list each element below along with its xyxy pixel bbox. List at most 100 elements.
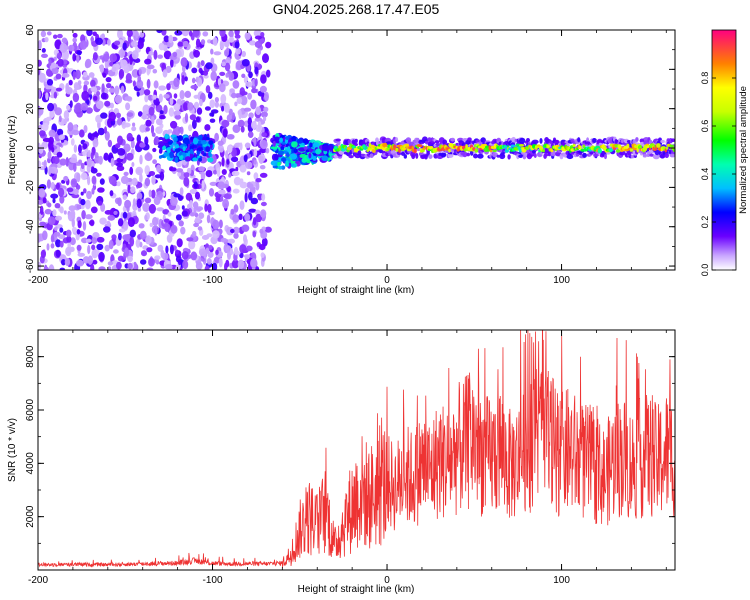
spectrogram-cell — [243, 107, 252, 112]
y-tick-label: 60 — [25, 24, 36, 36]
spectrogram-cell — [56, 52, 62, 60]
spectrogram-cell — [180, 226, 186, 235]
spectrogram-cell — [83, 80, 90, 86]
spectrogram-cell — [165, 245, 169, 254]
spectrogram-cell — [87, 132, 93, 140]
spectrogram-cell — [255, 106, 262, 115]
spectrogram-cell — [589, 151, 594, 155]
spectrogram-cell — [104, 126, 107, 134]
spectrogram-cell — [193, 181, 198, 189]
spectrogram-cell — [76, 172, 81, 183]
spectrogram-cell — [117, 218, 124, 227]
spectrogram-cell — [73, 82, 80, 91]
spectrogram-cell — [173, 93, 178, 99]
spectrogram-cell — [312, 155, 317, 161]
spectrogram-cell — [95, 100, 104, 110]
spectrogram-cell — [55, 239, 62, 248]
spectrogram-cell — [315, 148, 321, 155]
spectrogram-cell — [87, 149, 91, 158]
spectrogram-cell — [43, 159, 47, 169]
spectrogram-cell — [239, 252, 244, 259]
spectrogram-cell — [253, 30, 262, 37]
spectrogram-cell — [139, 241, 143, 248]
spectrogram-cell — [55, 215, 62, 221]
spectrogram-cell — [291, 148, 295, 155]
spectrogram-cell — [76, 204, 82, 210]
spectrogram-cell — [198, 134, 203, 141]
spectrogram-cell — [39, 130, 46, 137]
spectrogram-cell — [47, 202, 52, 208]
spectrogram-cell — [250, 197, 259, 205]
spectrogram-cell — [108, 175, 117, 185]
spectrogram-cell — [642, 153, 647, 158]
spectrogram-cell — [630, 155, 635, 159]
spectrogram-cell — [144, 94, 149, 103]
spectrogram-cell — [415, 152, 419, 159]
y-tick-label: 8000 — [25, 345, 36, 368]
spectrogram-cell — [181, 75, 185, 85]
spectrogram-cell — [227, 238, 235, 244]
spectrogram-cell — [186, 237, 194, 242]
spectrogram-cell — [210, 71, 217, 81]
spectrogram-cell — [193, 222, 200, 228]
spectrogram-cell — [149, 222, 153, 227]
spectrogram-cell — [120, 175, 129, 185]
spectrogram-cell — [233, 232, 239, 239]
spectrogram-cell — [537, 144, 541, 147]
spectrogram-cell — [168, 34, 174, 44]
spectrogram-cell — [259, 38, 265, 43]
spectrogram-cell — [66, 235, 72, 243]
snr-background — [38, 330, 675, 570]
spectrogram-cell — [235, 47, 241, 55]
spectrogram-cell — [98, 155, 103, 165]
spectrogram-cell — [42, 230, 48, 241]
spectrogram-cell — [197, 61, 201, 69]
spectrogram-cell — [278, 165, 283, 170]
spectrogram-cell — [173, 110, 181, 116]
spectrogram-cell — [221, 119, 230, 128]
spectrogram-cell — [307, 148, 314, 153]
spectrogram-cell — [210, 48, 214, 55]
spectrogram-cell — [212, 230, 220, 239]
spectrogram-cell — [157, 54, 164, 59]
spectrogram-cell — [321, 155, 329, 162]
spectrogram-cell — [137, 75, 142, 83]
spectrogram-cell — [59, 195, 65, 204]
spectrogram-cell — [47, 216, 56, 226]
spectrogram-cell — [270, 160, 279, 167]
spectrogram-cell — [81, 90, 90, 101]
spectrogram-cell — [73, 188, 79, 195]
spectrogram-cell — [137, 207, 142, 212]
spectrogram-cell — [204, 203, 208, 212]
spectrogram-marks — [38, 30, 675, 270]
spectrogram-cell — [40, 30, 47, 38]
spectrogram-cell — [182, 146, 186, 152]
spectrogram-cell — [231, 170, 240, 177]
spectrogram-cell — [198, 157, 203, 162]
spectrogram-cell — [53, 91, 58, 99]
spectrogram-cell — [231, 147, 237, 158]
spectrogram-cell — [76, 259, 84, 267]
spectrogram-cell — [129, 236, 135, 247]
spectrogram-cell — [200, 171, 206, 181]
spectrogram-cell — [69, 237, 76, 246]
spectrogram-cell — [257, 120, 262, 131]
spectrogram-cell — [235, 166, 239, 172]
spectrogram-cell — [214, 97, 219, 103]
spectrogram-cell — [189, 212, 196, 217]
spectrogram-cell — [239, 244, 247, 254]
spectrogram-cell — [229, 248, 234, 256]
spectrogram-cell — [144, 152, 153, 162]
spectrogram-cell — [474, 148, 479, 153]
spectrogram-cell — [124, 199, 132, 209]
spectrogram-cell — [91, 175, 97, 185]
spectrogram-cell — [224, 49, 229, 57]
colorbar-tick-label: 0.0 — [700, 264, 710, 277]
spectrogram-cell — [159, 171, 165, 181]
spectrogram-cell — [46, 31, 52, 36]
spectrogram-cell — [395, 147, 399, 152]
spectrogram-cell — [54, 39, 62, 50]
spectrogram-cell — [217, 189, 226, 195]
spectrogram-cell — [254, 78, 258, 87]
spectrogram-cell — [99, 64, 105, 73]
